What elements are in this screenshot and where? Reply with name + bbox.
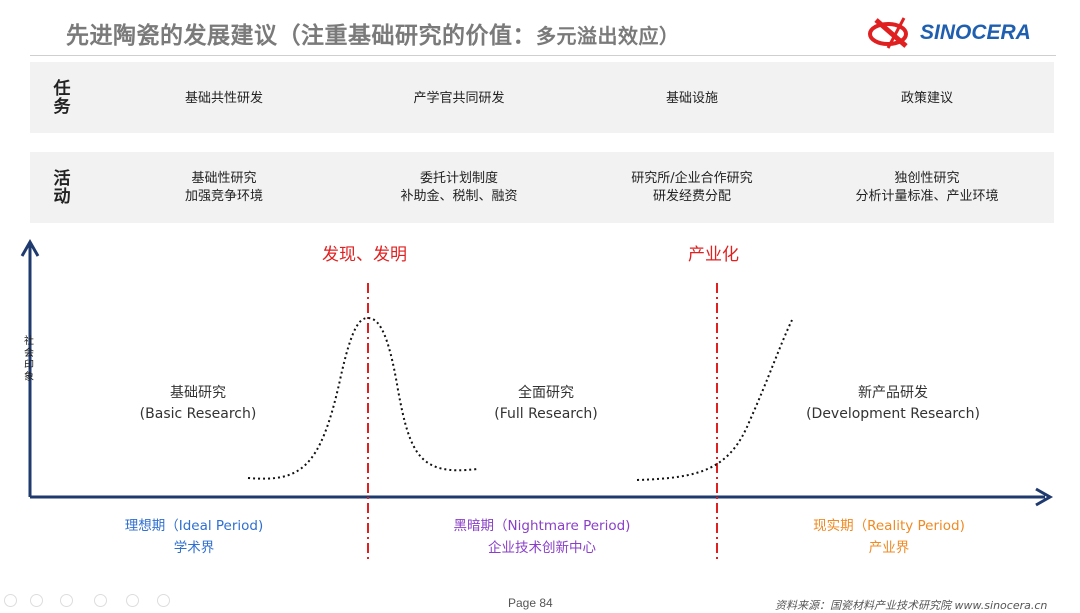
phase-full: 全面研究 (Full Research) <box>494 385 598 422</box>
task-cell: 政策建议 <box>900 91 953 106</box>
nav-next-icon[interactable] <box>30 594 43 607</box>
logo-text: SINOCERA <box>920 21 1031 44</box>
sinocera-logo: SINOCERA <box>866 16 1031 50</box>
more-icon[interactable] <box>157 594 170 607</box>
x-axis-arrow-icon <box>1035 487 1054 507</box>
pen-icon[interactable] <box>60 594 73 607</box>
page-number: Page 84 <box>508 596 553 610</box>
activity-cell: 独创性研究 分析计量标准、产业环境 <box>855 171 999 204</box>
period-nightmare: 黑暗期（Nightmare Period) 企业技术创新中心 <box>453 518 631 556</box>
period-reality: 现实期（Reality Period) 产业界 <box>813 518 965 556</box>
slides-icon[interactable] <box>94 594 107 607</box>
bell-curve <box>247 316 478 480</box>
activity-cell: 基础性研究 加强竞争环境 <box>184 171 263 204</box>
title-divider <box>30 55 1056 56</box>
activity-cell: 研究所/企业合作研究 研发经费分配 <box>631 171 753 204</box>
phase-development: 新产品研发 (Development Research) <box>806 385 980 422</box>
page-title: 先进陶瓷的发展建议（注重基础研究的价值：多元溢出效应） <box>66 23 680 49</box>
nav-prev-icon[interactable] <box>4 594 17 607</box>
task-cell: 产学官共同研发 <box>413 91 505 106</box>
task-row: 任务 基础共性研发 产学官共同研发 基础设施 政策建议 <box>30 62 1054 133</box>
task-cell: 基础设施 <box>665 91 718 106</box>
task-cell: 基础共性研发 <box>184 91 263 106</box>
zoom-icon[interactable] <box>126 594 139 607</box>
y-axis-arrow-icon <box>20 238 40 257</box>
milestone-label-industrialization: 产业化 <box>688 245 739 265</box>
source-note: 资料来源：国瓷材料产业技术研究院 www.sinocera.cn <box>775 599 1048 612</box>
logo-icon <box>868 17 908 49</box>
phase-basic: 基础研究 (Basic Research) <box>139 385 257 422</box>
activity-row: 活动 基础性研究 加强竞争环境 委托计划制度 补助金、税制、融资 研究所/企业合作研… <box>30 152 1054 223</box>
row-label-task: 任务 <box>53 79 71 117</box>
y-axis-label: 社会印象 <box>24 336 34 383</box>
milestone-label-discovery: 发现、发明 <box>322 245 407 265</box>
activity-cell: 委托计划制度 补助金、税制、融资 <box>400 171 518 204</box>
row-label-activity: 活动 <box>53 169 71 207</box>
growth-curve <box>636 319 793 481</box>
period-ideal: 理想期（Ideal Period) 学术界 <box>124 518 264 556</box>
